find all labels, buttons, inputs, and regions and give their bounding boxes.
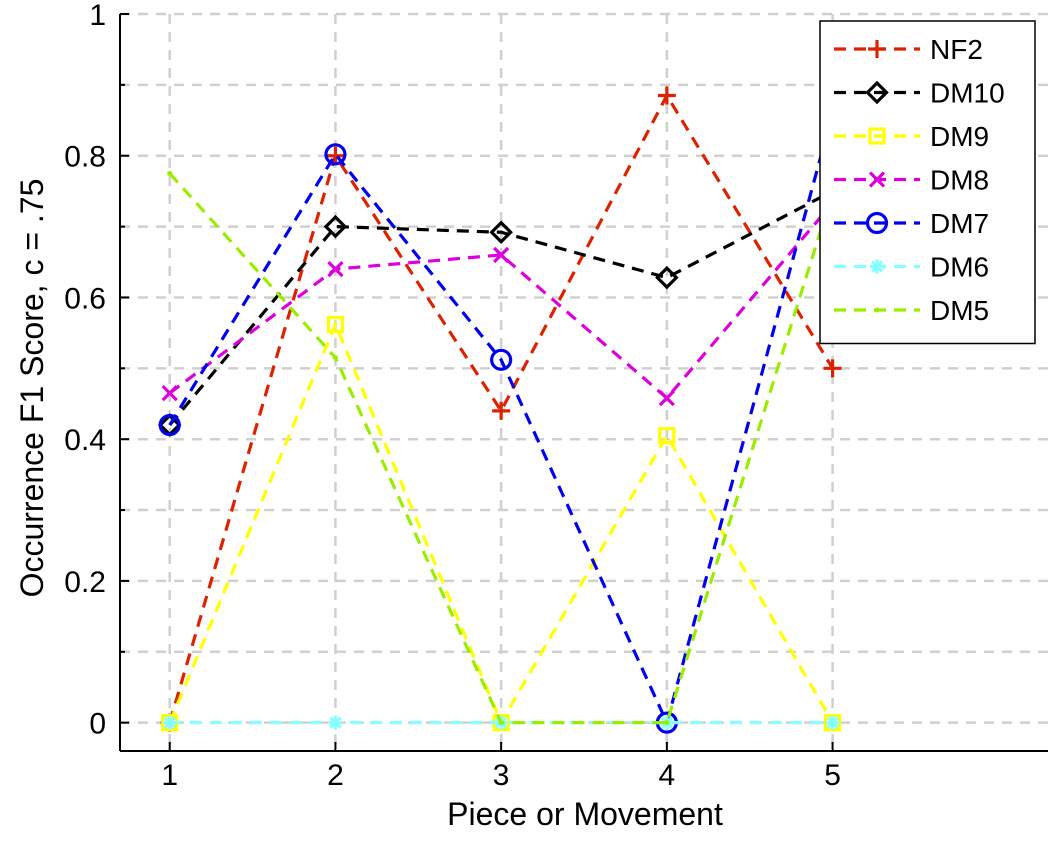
legend-label-dm6: DM6 <box>930 252 989 283</box>
marker-stroke <box>493 246 510 264</box>
data-point-dm8 <box>493 246 510 264</box>
legend-entry-dm8: DM8 <box>834 165 989 196</box>
data-point-dm7 <box>158 413 181 437</box>
legend-entry-dm9: DM9 <box>834 121 989 152</box>
data-point-dm6 <box>162 715 177 730</box>
x-tick-label: 4 <box>659 759 676 792</box>
legend: NF2 DM10 DM9 DM8 DM7 DM6 DM5 <box>819 20 1036 345</box>
series-dm5 <box>167 170 836 726</box>
data-point-dm7 <box>324 143 347 166</box>
data-point-dm8 <box>161 384 178 402</box>
y-tick-label: 0 <box>89 708 106 741</box>
data-point-nf2 <box>326 146 345 165</box>
y-tick-label: 0.4 <box>64 424 106 457</box>
axes-layer <box>119 13 1048 752</box>
legend-marker-dm9 <box>868 127 886 145</box>
marker-shape <box>332 355 338 361</box>
data-point-dm5 <box>332 355 338 361</box>
legend-label-dm8: DM8 <box>930 165 989 196</box>
legend-label-dm10: DM10 <box>930 78 1005 109</box>
marker-shape <box>865 211 889 235</box>
legend-label-nf2: NF2 <box>930 34 983 65</box>
marker-stroke <box>870 260 884 273</box>
data-point-dm5 <box>498 720 504 726</box>
marker-shape <box>158 413 181 437</box>
legend-entry-dm5: DM5 <box>834 295 989 326</box>
legend-marker-dm7 <box>865 211 889 235</box>
legend-label-dm9: DM9 <box>930 121 989 152</box>
marker-stroke <box>826 716 839 729</box>
marker-stroke <box>329 716 342 729</box>
marker-shape <box>498 720 504 726</box>
marker-shape <box>323 214 348 239</box>
x-tick-label: 3 <box>493 759 510 792</box>
marker-stroke <box>658 389 675 407</box>
data-point-dm6 <box>328 715 343 730</box>
data-point-dm7 <box>490 348 513 371</box>
marker-shape <box>658 427 676 445</box>
legend-entry-nf2: NF2 <box>834 34 983 65</box>
legend-entry-dm10: DM10 <box>834 78 1005 109</box>
data-point-nf2 <box>657 86 676 105</box>
legend-label-dm5: DM5 <box>930 295 989 326</box>
marker-shape <box>326 315 345 333</box>
x-tick-label: 5 <box>824 759 841 792</box>
marker-shape <box>324 143 347 166</box>
x-tick-label: 1 <box>161 759 178 792</box>
x-tick-label: 2 <box>327 759 344 792</box>
data-point-dm10 <box>489 220 513 245</box>
y-tick-label: 1 <box>89 0 106 32</box>
data-point-nf2 <box>492 401 511 420</box>
marker-shape <box>874 307 880 313</box>
marker-shape <box>489 220 513 245</box>
legend-marker-dm5 <box>874 307 880 313</box>
series-line-dm7 <box>168 112 835 728</box>
legend-marker-dm10 <box>865 80 889 105</box>
tick-label-layer: 1 2 3 4 5 0 0.2 0.4 0.6 0.8 1 <box>64 0 841 792</box>
marker-stroke <box>868 171 886 188</box>
legend-marker-dm6 <box>870 259 884 274</box>
marker-shape <box>868 127 886 145</box>
marker-shape <box>490 348 513 371</box>
data-point-nf2 <box>823 359 842 378</box>
legend-marker-nf2 <box>868 40 886 58</box>
marker-shape <box>655 265 679 290</box>
x-axis-label: Piece or Movement <box>447 796 723 832</box>
marker-stroke <box>163 716 176 729</box>
legend-entry-dm7: DM7 <box>834 208 989 239</box>
legend-box <box>819 20 1036 345</box>
data-point-dm8 <box>327 260 344 278</box>
data-point-dm10 <box>655 265 679 290</box>
data-point-dm9 <box>326 315 345 333</box>
marker-stroke <box>161 384 178 402</box>
y-tick-label: 0.8 <box>64 141 106 174</box>
series-line-dm10 <box>168 189 834 427</box>
y-tick-label: 0.2 <box>64 566 106 599</box>
marker-shape <box>865 80 889 105</box>
data-point-dm10 <box>323 214 348 239</box>
legend-marker-dm8 <box>868 171 886 188</box>
data-point-dm5 <box>167 170 173 176</box>
y-axis-label: Occurrence F1 Score, c = .75 <box>14 179 50 598</box>
data-point-dm6 <box>825 715 840 730</box>
data-point-dm9 <box>658 427 676 445</box>
legend-entry-dm6: DM6 <box>834 252 989 283</box>
marker-shape <box>167 170 173 176</box>
data-point-dm5 <box>664 720 670 726</box>
data-point-dm8 <box>658 389 675 407</box>
marker-stroke <box>327 260 344 278</box>
marker-shape <box>664 720 670 726</box>
series-nf2 <box>160 86 842 732</box>
y-tick-label: 0.6 <box>64 282 106 315</box>
legend-label-dm7: DM7 <box>930 208 989 239</box>
